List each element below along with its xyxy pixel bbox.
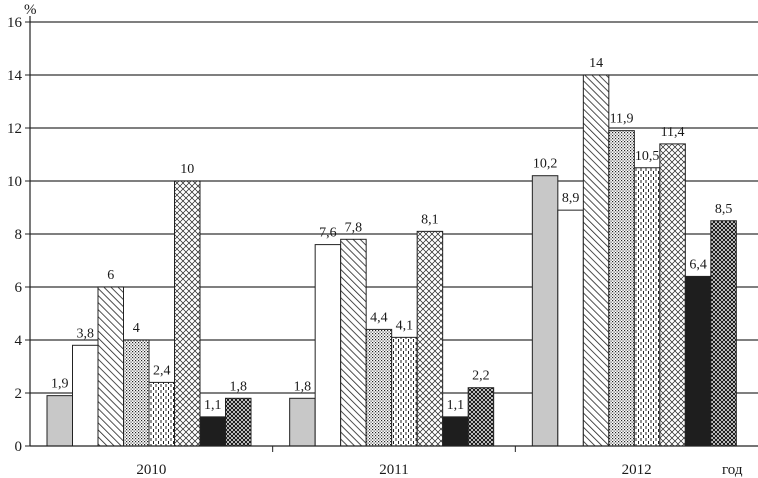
bar [684, 275, 712, 447]
data-label: 2,4 [153, 363, 171, 378]
data-label: 8,5 [715, 202, 733, 217]
bar [391, 336, 418, 447]
data-label: 6,4 [689, 257, 707, 272]
x-axis-label: год [722, 462, 743, 478]
bar [340, 238, 367, 447]
data-label: 4,4 [370, 310, 388, 325]
data-labels: 1,9 3,8 6 4 2,4 10 1,1 1,8 1,8 7,6 7,8 4,4 4,1 8,1 1,1… [51, 56, 732, 413]
data-label: 2,2 [472, 369, 490, 384]
data-label: 8,9 [562, 191, 580, 206]
y-tick-label: 2 [15, 386, 23, 402]
y-tick-label: 14 [7, 68, 23, 84]
bar [582, 74, 610, 447]
data-label: 4 [133, 321, 140, 336]
data-label: 10 [180, 162, 194, 177]
data-label: 1,1 [447, 398, 465, 413]
data-label: 7,8 [345, 220, 363, 235]
data-label: 1,8 [294, 379, 312, 394]
bar [365, 328, 393, 447]
y-tick-label: 10 [7, 174, 22, 190]
bar [289, 397, 316, 447]
bar [710, 220, 737, 447]
x-category-labels: 2010 2011 2012 [136, 462, 651, 478]
bar [225, 397, 252, 447]
y-axis-label: % [24, 2, 37, 18]
y-tick-label: 6 [15, 280, 23, 296]
y-tick-label: 12 [7, 121, 22, 137]
bar [659, 143, 686, 447]
bar [608, 130, 635, 447]
bar [557, 209, 584, 447]
bar [199, 416, 226, 447]
data-label: 7,6 [319, 226, 337, 241]
gridlines [30, 21, 758, 394]
data-label: 8,1 [421, 212, 439, 227]
y-tick-label: 4 [15, 333, 23, 349]
bar [72, 344, 99, 447]
bar [148, 381, 175, 447]
data-label: 10,5 [635, 149, 660, 164]
bar [531, 175, 559, 447]
bar [314, 244, 342, 447]
data-label: 1,8 [230, 379, 248, 394]
data-label: 11,9 [610, 112, 634, 127]
bar [633, 167, 661, 447]
data-label: 14 [589, 56, 603, 71]
x-category-label: 2010 [136, 462, 166, 478]
bar [467, 387, 495, 447]
x-category-label: 2012 [622, 462, 652, 478]
data-label: 4,1 [396, 318, 414, 333]
bars [46, 74, 737, 447]
data-label: 1,1 [204, 398, 222, 413]
bar [123, 339, 150, 447]
data-label: 10,2 [533, 157, 558, 172]
y-tick-label: 0 [15, 439, 23, 455]
data-label: 11,4 [661, 125, 685, 140]
bar [442, 416, 469, 447]
data-label: 1,9 [51, 377, 69, 392]
axes [25, 16, 758, 452]
data-label: 6 [107, 268, 114, 283]
y-tick-label: 16 [7, 15, 23, 31]
y-tick-labels: 0 2 4 6 8 10 12 14 16 [7, 15, 23, 455]
x-category-label: 2011 [379, 462, 408, 478]
bar [46, 395, 73, 447]
data-label: 3,8 [77, 326, 95, 341]
bar [416, 230, 444, 447]
y-tick-label: 8 [15, 227, 23, 243]
bar [174, 180, 201, 447]
bar [97, 286, 124, 447]
